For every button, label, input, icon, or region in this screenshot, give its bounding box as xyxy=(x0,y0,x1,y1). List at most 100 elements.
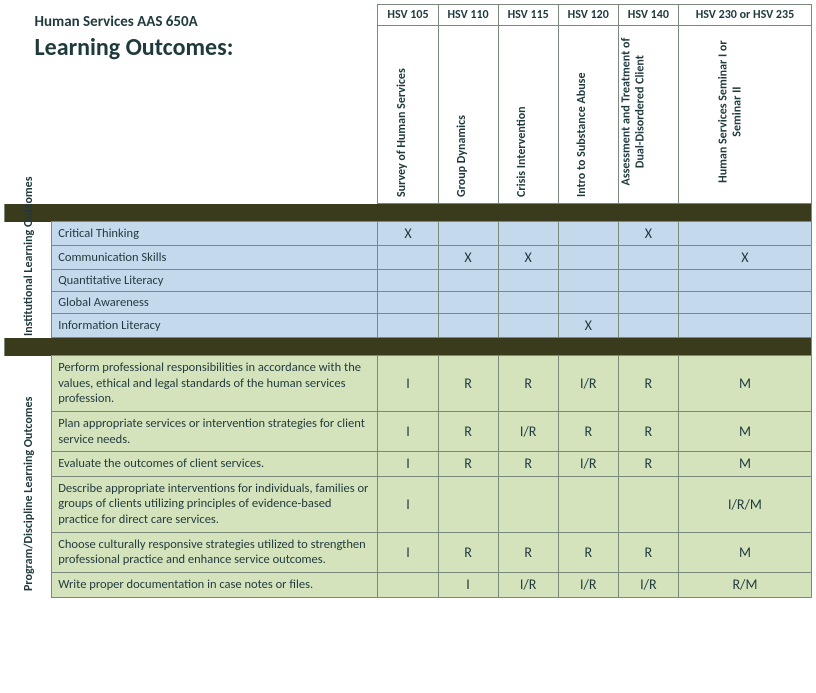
course-code: HSV 140 xyxy=(618,5,678,26)
matrix-cell: M xyxy=(678,411,811,451)
matrix-cell xyxy=(378,246,438,270)
course-code: HSV 120 xyxy=(558,5,618,26)
course-code: HSV 110 xyxy=(438,5,498,26)
matrix-cell: R xyxy=(438,356,498,412)
outcome-label: Critical Thinking xyxy=(52,222,378,246)
outcome-label: Communication Skills xyxy=(52,246,378,270)
matrix-cell: I xyxy=(378,476,438,532)
matrix-cell: X xyxy=(618,222,678,246)
matrix-cell xyxy=(618,314,678,338)
matrix-cell: I xyxy=(378,532,438,572)
matrix-cell: I xyxy=(378,411,438,451)
matrix-cell xyxy=(498,222,558,246)
matrix-cell: X xyxy=(678,246,811,270)
course-name: Intro to Substance Abuse xyxy=(576,73,588,197)
matrix-cell xyxy=(438,476,498,532)
outcome-label: Quantitative Literacy xyxy=(52,270,378,292)
matrix-cell xyxy=(618,270,678,292)
matrix-cell: I/R xyxy=(558,572,618,597)
matrix-cell xyxy=(618,476,678,532)
matrix-cell: I/R/M xyxy=(678,476,811,532)
page-title: Learning Outcomes: xyxy=(35,33,368,62)
matrix-cell xyxy=(558,292,618,314)
matrix-cell xyxy=(618,292,678,314)
matrix-cell xyxy=(438,222,498,246)
matrix-cell xyxy=(678,292,811,314)
course-code: HSV 115 xyxy=(498,5,558,26)
table-row: Write proper documentation in case notes… xyxy=(5,572,812,597)
course-name-cell: Survey of Human Services xyxy=(378,26,438,204)
course-name-cell: Crisis Intervention xyxy=(498,26,558,204)
matrix-cell: R xyxy=(438,411,498,451)
matrix-cell: M xyxy=(678,532,811,572)
matrix-cell: I/R xyxy=(558,356,618,412)
course-name-cell: Intro to Substance Abuse xyxy=(558,26,618,204)
matrix-cell: R xyxy=(498,532,558,572)
course-name: Human Services Seminar I or Seminar II xyxy=(717,27,745,197)
matrix-cell xyxy=(378,270,438,292)
matrix-cell: R xyxy=(618,411,678,451)
outcome-label: Global Awareness xyxy=(52,292,378,314)
matrix-cell: I/R xyxy=(498,411,558,451)
matrix-cell xyxy=(678,270,811,292)
course-code: HSV 230 or HSV 235 xyxy=(678,5,811,26)
matrix-cell xyxy=(558,270,618,292)
table-row: Information Literacy X xyxy=(5,314,812,338)
outcomes-matrix-table: Human Services AAS 650A Learning Outcome… xyxy=(4,4,812,598)
matrix-cell: R xyxy=(558,411,618,451)
matrix-cell: R xyxy=(438,532,498,572)
course-name: Group Dynamics xyxy=(456,115,468,197)
course-name-cell: Human Services Seminar I or Seminar II xyxy=(678,26,811,204)
matrix-cell: I xyxy=(378,452,438,477)
matrix-cell: R xyxy=(618,452,678,477)
matrix-cell xyxy=(498,270,558,292)
matrix-cell xyxy=(678,222,811,246)
matrix-cell: I xyxy=(378,356,438,412)
table-row: Evaluate the outcomes of client services… xyxy=(5,452,812,477)
header-row-codes: Human Services AAS 650A Learning Outcome… xyxy=(5,5,812,26)
matrix-cell xyxy=(378,314,438,338)
matrix-cell xyxy=(438,314,498,338)
matrix-cell: M xyxy=(678,452,811,477)
matrix-cell: R/M xyxy=(678,572,811,597)
table-row: Plan appropriate services or interventio… xyxy=(5,411,812,451)
matrix-cell: R xyxy=(618,532,678,572)
table-row: Program/Discipline Learning Outcomes Per… xyxy=(5,356,812,412)
matrix-cell xyxy=(498,476,558,532)
course-name-cell: Group Dynamics xyxy=(438,26,498,204)
matrix-cell xyxy=(498,314,558,338)
matrix-cell xyxy=(378,572,438,597)
matrix-cell xyxy=(378,292,438,314)
outcome-label: Write proper documentation in case notes… xyxy=(52,572,378,597)
matrix-cell xyxy=(438,292,498,314)
matrix-cell: R xyxy=(558,532,618,572)
table-row: Communication Skills X X X xyxy=(5,246,812,270)
matrix-cell xyxy=(558,246,618,270)
outcome-label: Evaluate the outcomes of client services… xyxy=(52,452,378,477)
matrix-cell: I/R xyxy=(558,452,618,477)
matrix-cell xyxy=(618,246,678,270)
matrix-cell xyxy=(438,270,498,292)
table-row: Global Awareness xyxy=(5,292,812,314)
subtitle: Human Services AAS 650A xyxy=(35,13,368,31)
matrix-cell: M xyxy=(678,356,811,412)
section-divider xyxy=(5,338,812,356)
course-name: Survey of Human Services xyxy=(396,68,408,197)
outcome-label: Plan appropriate services or interventio… xyxy=(52,411,378,451)
matrix-cell: R xyxy=(498,452,558,477)
course-name: Crisis Intervention xyxy=(516,106,528,197)
table-row: Institutional Learning Outcomes Critical… xyxy=(5,222,812,246)
matrix-cell xyxy=(558,476,618,532)
matrix-cell: I/R xyxy=(498,572,558,597)
matrix-cell xyxy=(558,222,618,246)
outcome-label: Choose culturally responsive strategies … xyxy=(52,532,378,572)
matrix-cell: X xyxy=(498,246,558,270)
outcome-label: Perform professional responsibilities in… xyxy=(52,356,378,412)
section-label-institutional: Institutional Learning Outcomes xyxy=(22,176,36,336)
table-row: Describe appropriate interventions for i… xyxy=(5,476,812,532)
matrix-cell: R xyxy=(438,452,498,477)
table-row: Choose culturally responsive strategies … xyxy=(5,532,812,572)
matrix-cell: X xyxy=(558,314,618,338)
section-divider xyxy=(5,204,812,222)
matrix-cell xyxy=(498,292,558,314)
